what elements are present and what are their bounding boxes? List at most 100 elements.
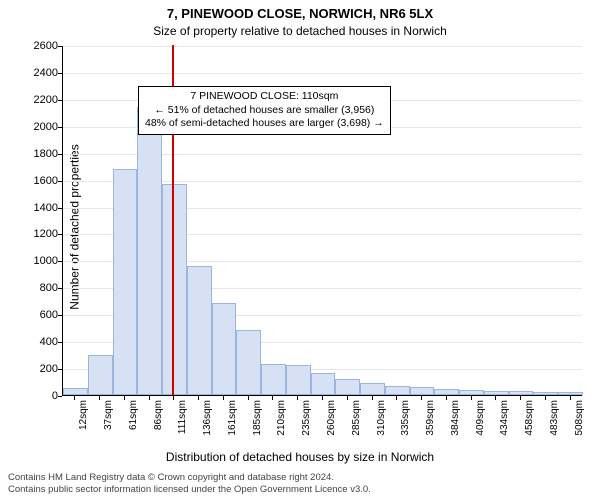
x-tick-mark xyxy=(347,396,348,400)
y-tick-mark xyxy=(58,288,62,289)
x-tick-label: 235sqm xyxy=(301,400,312,448)
x-tick-label: 483sqm xyxy=(549,400,560,448)
y-tick-mark xyxy=(58,154,62,155)
x-tick-mark xyxy=(495,396,496,400)
x-tick-label: 310sqm xyxy=(376,400,387,448)
y-tick-mark xyxy=(58,127,62,128)
x-tick-mark xyxy=(124,396,125,400)
x-tick-label: 434sqm xyxy=(499,400,510,448)
annotation-box: 7 PINEWOOD CLOSE: 110sqm ← 51% of detach… xyxy=(138,86,391,135)
histogram-bar xyxy=(88,355,113,395)
y-tick-label: 0 xyxy=(8,390,58,402)
annotation-line3: 48% of semi-detached houses are larger (… xyxy=(145,117,384,131)
y-tick-label: 2400 xyxy=(8,67,58,79)
y-tick-label: 600 xyxy=(8,309,58,321)
annotation-line2: ← 51% of detached houses are smaller (3,… xyxy=(145,104,384,118)
x-tick-label: 111sqm xyxy=(177,400,188,448)
x-tick-label: 409sqm xyxy=(475,400,486,448)
histogram-bar xyxy=(533,392,558,395)
y-tick-label: 1400 xyxy=(8,202,58,214)
y-tick-label: 2200 xyxy=(8,94,58,106)
y-tick-label: 400 xyxy=(8,336,58,348)
annotation-line1: 7 PINEWOOD CLOSE: 110sqm xyxy=(145,90,384,104)
y-tick-mark xyxy=(58,208,62,209)
x-tick-mark xyxy=(173,396,174,400)
y-tick-label: 2000 xyxy=(8,121,58,133)
gridline xyxy=(63,73,582,74)
histogram-bar xyxy=(509,391,534,395)
footer-line1: Contains HM Land Registry data © Crown c… xyxy=(8,472,371,484)
y-tick-mark xyxy=(58,369,62,370)
x-tick-mark xyxy=(570,396,571,400)
x-tick-label: 285sqm xyxy=(351,400,362,448)
y-tick-label: 200 xyxy=(8,363,58,375)
x-axis-label: Distribution of detached houses by size … xyxy=(0,450,600,464)
y-tick-label: 2600 xyxy=(8,40,58,52)
x-tick-label: 458sqm xyxy=(524,400,535,448)
x-tick-label: 12sqm xyxy=(78,400,89,448)
x-tick-label: 86sqm xyxy=(153,400,164,448)
x-tick-label: 335sqm xyxy=(400,400,411,448)
title-subtitle: Size of property relative to detached ho… xyxy=(0,24,600,38)
y-tick-label: 1600 xyxy=(8,175,58,187)
x-tick-label: 185sqm xyxy=(252,400,263,448)
y-tick-mark xyxy=(58,181,62,182)
histogram-bar xyxy=(63,388,88,395)
y-tick-mark xyxy=(58,342,62,343)
y-tick-mark xyxy=(58,73,62,74)
histogram-bar xyxy=(212,303,237,395)
x-tick-label: 210sqm xyxy=(276,400,287,448)
plot-area: 7 PINEWOOD CLOSE: 110sqm ← 51% of detach… xyxy=(62,46,582,396)
x-tick-mark xyxy=(99,396,100,400)
histogram-bar xyxy=(261,364,286,395)
x-tick-mark xyxy=(198,396,199,400)
histogram-bar xyxy=(410,387,435,395)
histogram-bar xyxy=(484,391,509,395)
y-tick-mark xyxy=(58,46,62,47)
chart-container: 7, PINEWOOD CLOSE, NORWICH, NR6 5LX Size… xyxy=(0,0,600,500)
footer-line3: Contains public sector information licen… xyxy=(8,484,371,496)
histogram-bar xyxy=(187,266,212,395)
y-tick-label: 1800 xyxy=(8,148,58,160)
x-tick-mark xyxy=(471,396,472,400)
x-tick-mark xyxy=(520,396,521,400)
y-tick-mark xyxy=(58,261,62,262)
x-tick-label: 37sqm xyxy=(103,400,114,448)
histogram-bar xyxy=(162,184,187,395)
histogram-bar xyxy=(137,107,162,395)
histogram-bar xyxy=(236,330,261,395)
x-tick-label: 136sqm xyxy=(202,400,213,448)
histogram-bar xyxy=(434,389,459,395)
y-tick-label: 1200 xyxy=(8,228,58,240)
x-tick-mark xyxy=(545,396,546,400)
histogram-bar xyxy=(113,169,138,395)
y-tick-mark xyxy=(58,100,62,101)
x-tick-mark xyxy=(421,396,422,400)
x-tick-mark xyxy=(297,396,298,400)
histogram-bar xyxy=(558,392,583,395)
title-address: 7, PINEWOOD CLOSE, NORWICH, NR6 5LX xyxy=(0,6,600,21)
x-tick-label: 161sqm xyxy=(227,400,238,448)
histogram-bar xyxy=(311,373,336,395)
y-tick-label: 1000 xyxy=(8,255,58,267)
y-tick-mark xyxy=(58,396,62,397)
y-tick-mark xyxy=(58,234,62,235)
footer-attribution: Contains HM Land Registry data © Crown c… xyxy=(8,472,371,496)
y-tick-mark xyxy=(58,315,62,316)
x-tick-mark xyxy=(248,396,249,400)
histogram-bar xyxy=(335,379,360,395)
x-tick-label: 61sqm xyxy=(128,400,139,448)
x-tick-mark xyxy=(74,396,75,400)
x-tick-mark xyxy=(223,396,224,400)
y-tick-label: 800 xyxy=(8,282,58,294)
histogram-bar xyxy=(385,386,410,395)
histogram-bar xyxy=(360,383,385,395)
gridline xyxy=(63,46,582,47)
x-tick-label: 359sqm xyxy=(425,400,436,448)
x-tick-label: 384sqm xyxy=(450,400,461,448)
x-tick-label: 508sqm xyxy=(574,400,585,448)
x-tick-mark xyxy=(372,396,373,400)
histogram-bar xyxy=(286,365,311,395)
x-tick-mark xyxy=(149,396,150,400)
x-tick-label: 260sqm xyxy=(326,400,337,448)
